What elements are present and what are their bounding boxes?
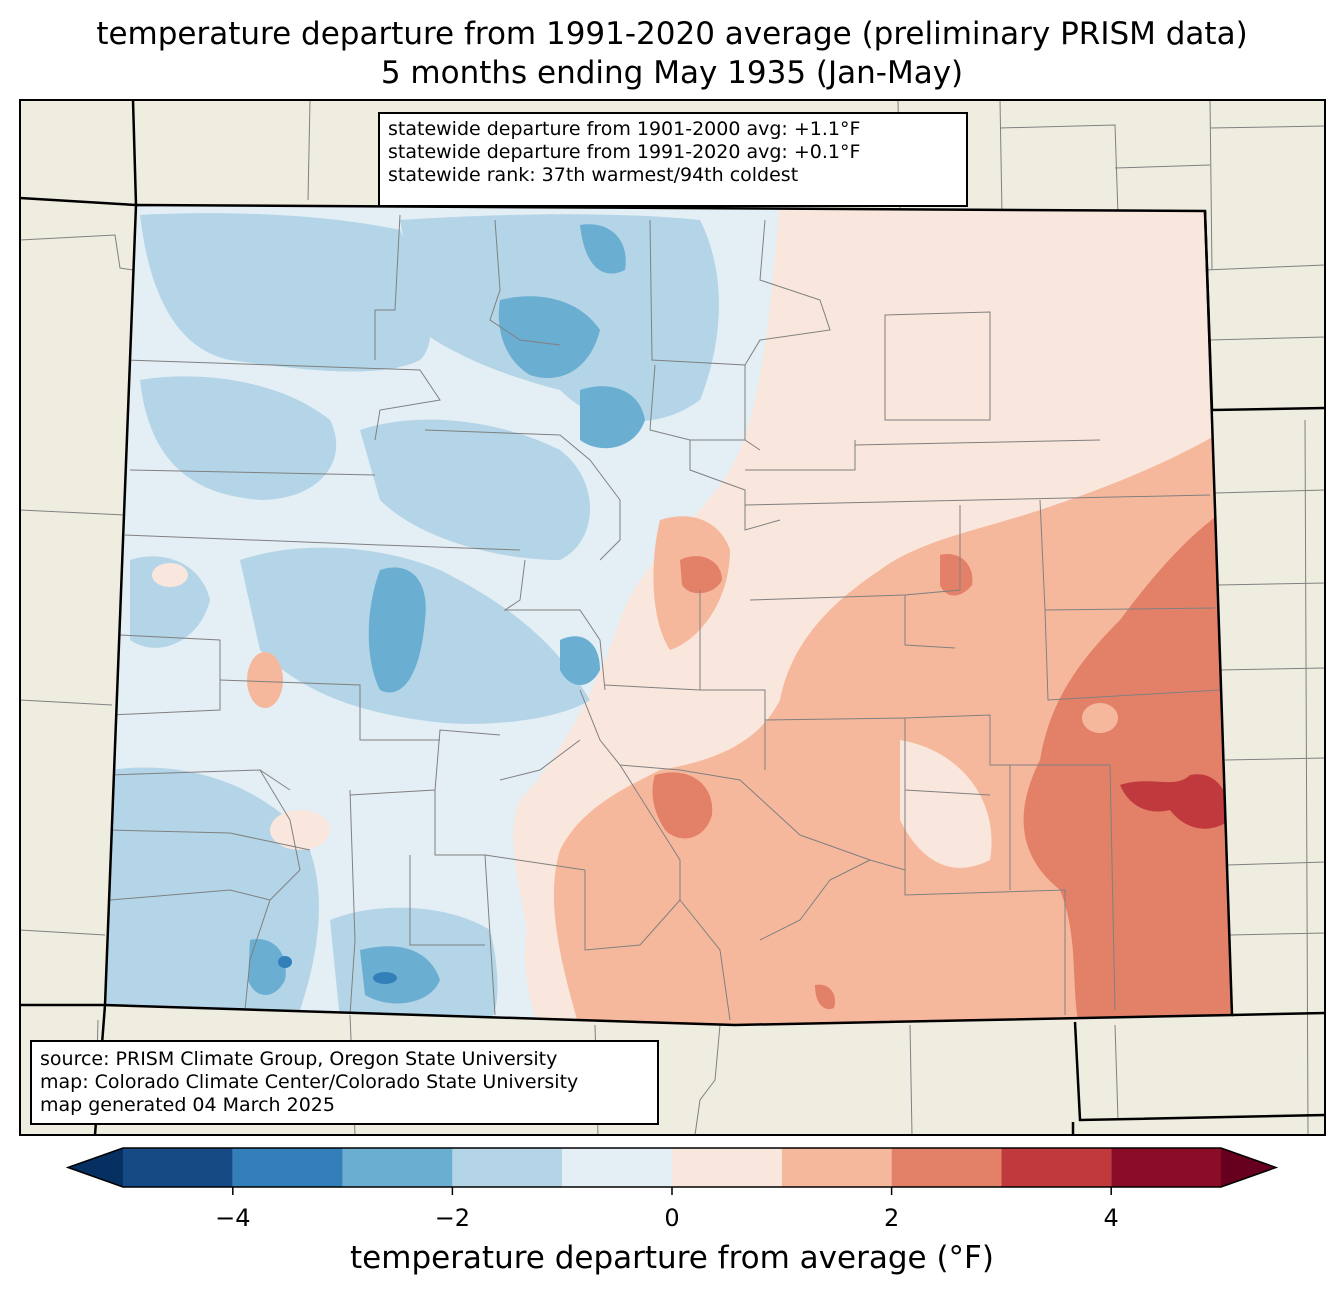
colorbar-label: temperature departure from average (°F) <box>350 1240 994 1276</box>
colorbar-bin-0 <box>68 1148 123 1187</box>
source-line-3: map generated 04 March 2025 <box>40 1094 335 1116</box>
colorbar-outline <box>65 1147 1279 1188</box>
colorbar-bin-5 <box>562 1148 672 1187</box>
colorbar-bin-11 <box>1221 1148 1276 1187</box>
colorbar-tick-label: 4 <box>1103 1204 1119 1232</box>
colorbar-tick-label: −4 <box>215 1204 251 1232</box>
colorbar-tick-label: −2 <box>434 1204 471 1232</box>
colorado-border <box>103 203 1234 1027</box>
colorbar-bin-6 <box>672 1148 782 1187</box>
colorbar-tick-label: 2 <box>883 1204 900 1232</box>
colorbar-bin-3 <box>342 1148 453 1187</box>
state-borders <box>19 99 1326 1136</box>
source-credit-box: source: PRISM Climate Group, Oregon Stat… <box>30 1040 659 1125</box>
colorbar-bin-7 <box>781 1148 892 1187</box>
statewide-stats-box: statewide departure from 1901-2000 avg: … <box>378 112 968 207</box>
temperature-departure-field <box>105 205 1232 1025</box>
colorbar-bin-1 <box>123 1148 233 1187</box>
colorbar-bin-2 <box>232 1148 343 1187</box>
colorado-county-lines <box>107 214 1221 1021</box>
surrounding-county-lines <box>19 99 1326 1136</box>
map-title-line1: temperature departure from 1991-2020 ave… <box>96 16 1248 52</box>
colorbar-bin-4 <box>452 1148 563 1187</box>
colorbar <box>65 1147 1279 1195</box>
stats-line-2: statewide departure from 1991-2020 avg: … <box>388 141 861 163</box>
map-title-line2: 5 months ending May 1935 (Jan-May) <box>380 55 964 91</box>
source-line-1: source: PRISM Climate Group, Oregon Stat… <box>40 1048 558 1070</box>
stats-line-1: statewide departure from 1901-2000 avg: … <box>388 118 861 140</box>
colorbar-bin-8 <box>891 1148 1002 1187</box>
colorbar-bin-9 <box>1001 1148 1112 1187</box>
colorbar-bin-10 <box>1111 1148 1221 1187</box>
stats-line-3: statewide rank: 37th warmest/94th coldes… <box>388 164 799 186</box>
source-line-2: map: Colorado Climate Center/Colorado St… <box>40 1071 579 1093</box>
colorbar-tick-label: 0 <box>664 1204 680 1232</box>
